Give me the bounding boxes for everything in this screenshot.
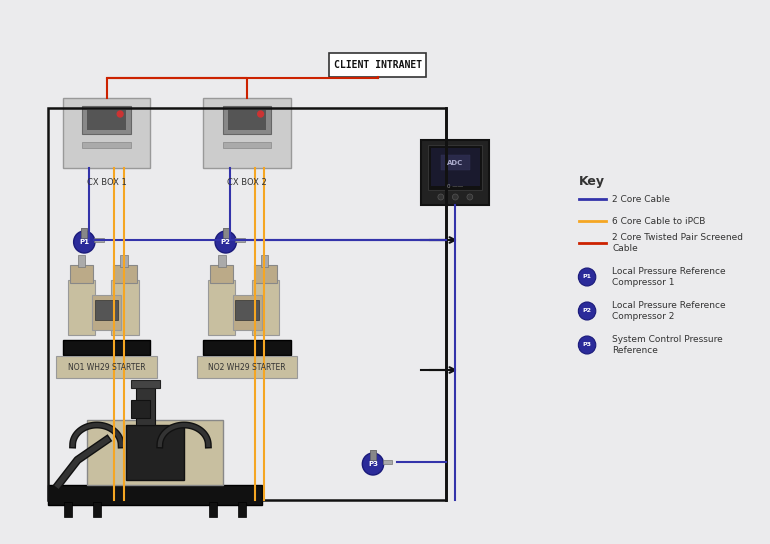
Bar [126,425,184,480]
Bar [70,265,93,283]
Bar [252,280,279,335]
FancyBboxPatch shape [223,106,271,134]
FancyBboxPatch shape [82,106,131,134]
Circle shape [438,194,444,200]
Circle shape [363,453,383,475]
Bar [95,300,118,320]
FancyBboxPatch shape [196,356,297,378]
Circle shape [453,194,458,200]
Text: NO1 WH29 STARTER: NO1 WH29 STARTER [68,363,146,373]
Bar [209,502,217,517]
FancyBboxPatch shape [330,53,427,77]
FancyBboxPatch shape [431,148,480,186]
Bar [63,340,150,355]
FancyBboxPatch shape [203,98,290,168]
Text: NO2 WH29 STARTER: NO2 WH29 STARTER [208,363,286,373]
Bar [233,295,262,330]
Bar [68,280,95,335]
Bar [236,238,245,242]
Text: Local Pressure Reference
Compressor 1: Local Pressure Reference Compressor 1 [612,267,726,287]
Text: P2: P2 [221,239,231,245]
Text: ADC: ADC [447,160,464,166]
Bar [131,380,160,388]
FancyBboxPatch shape [421,140,489,205]
Bar [223,228,229,236]
Circle shape [215,231,236,253]
Bar [218,255,226,267]
Text: P3: P3 [368,461,378,467]
Text: 2 Core Cable: 2 Core Cable [612,195,670,203]
FancyBboxPatch shape [428,145,483,190]
Circle shape [117,111,123,117]
Text: P2: P2 [583,308,591,313]
Bar [223,142,271,148]
Bar [260,255,269,267]
Bar [254,265,277,283]
FancyBboxPatch shape [63,98,150,168]
Bar [94,238,104,242]
Circle shape [258,111,263,117]
Bar [239,502,246,517]
Bar [112,280,139,335]
Text: P1: P1 [79,239,89,245]
Bar [131,400,150,418]
Text: CX BOX 2: CX BOX 2 [227,178,267,187]
Bar [210,265,233,283]
Bar [82,228,87,236]
Bar [236,300,259,320]
Circle shape [578,336,596,354]
Bar [49,108,446,500]
FancyBboxPatch shape [56,356,157,378]
Text: P1: P1 [583,275,591,280]
Bar [440,155,470,170]
Text: Local Pressure Reference
Compressor 2: Local Pressure Reference Compressor 2 [612,301,726,322]
Circle shape [74,231,95,253]
Bar [64,502,72,517]
Text: 6 Core Cable to iPCB: 6 Core Cable to iPCB [612,217,705,226]
Bar [383,460,393,464]
Text: P3: P3 [583,343,591,348]
Bar [87,420,223,485]
Bar [120,255,128,267]
Bar [82,142,131,148]
FancyBboxPatch shape [228,110,266,130]
Bar [208,280,236,335]
Text: System Control Pressure
Reference: System Control Pressure Reference [612,335,723,355]
Bar [113,265,136,283]
Bar [370,450,376,458]
Text: Key: Key [579,175,605,188]
Bar [93,502,101,517]
Bar [136,385,155,425]
Bar [49,485,262,505]
Text: CX BOX 1: CX BOX 1 [87,178,126,187]
FancyBboxPatch shape [87,110,126,130]
Bar [78,255,85,267]
Bar [82,228,87,238]
Bar [370,450,376,460]
Bar [223,228,229,238]
Circle shape [578,268,596,286]
Circle shape [578,302,596,320]
Circle shape [467,194,473,200]
Text: CLIENT INTRANET: CLIENT INTRANET [333,60,422,70]
Text: 2 Core Twisted Pair Screened
Cable: 2 Core Twisted Pair Screened Cable [612,233,743,254]
Bar [203,340,290,355]
Text: 0 ——: 0 —— [447,184,464,189]
Bar [92,295,121,330]
